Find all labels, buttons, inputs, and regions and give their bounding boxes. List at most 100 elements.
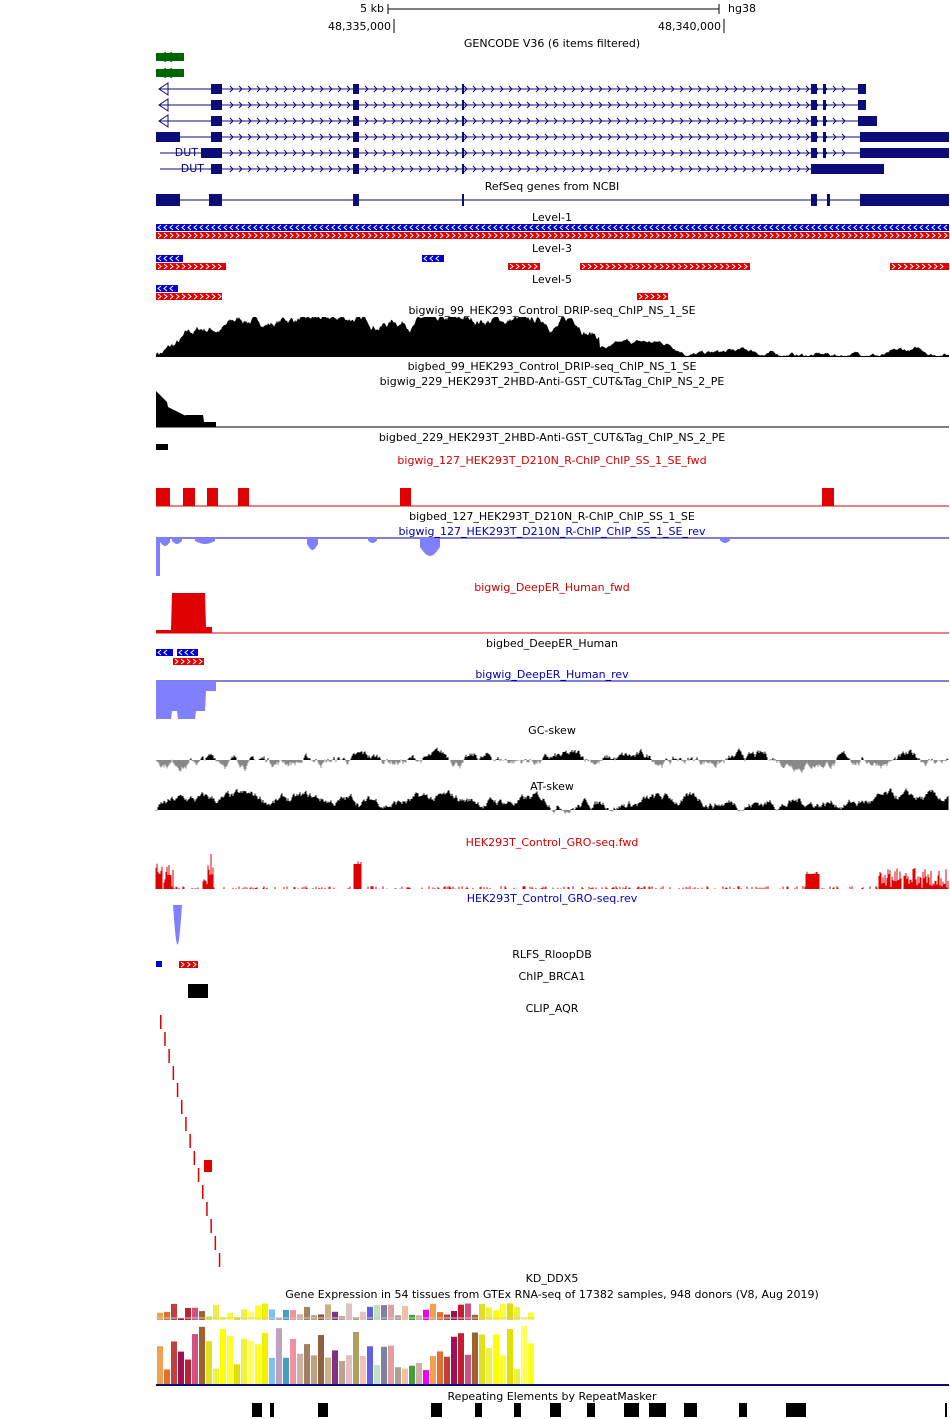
chevron bbox=[907, 224, 912, 231]
intron-arrow bbox=[328, 101, 333, 109]
intron-arrow bbox=[688, 101, 693, 109]
chevron bbox=[583, 224, 588, 231]
expression-bar bbox=[213, 1304, 219, 1320]
intron-arrow bbox=[391, 85, 396, 93]
expression-bar bbox=[395, 1367, 401, 1384]
intron-arrow bbox=[688, 165, 693, 173]
chevron bbox=[745, 224, 750, 231]
intron-arrow bbox=[760, 85, 765, 93]
intron-arrow bbox=[337, 101, 342, 109]
intron-arrow bbox=[472, 133, 477, 141]
chevron bbox=[211, 263, 216, 270]
chevron bbox=[937, 232, 942, 239]
intron-arrow bbox=[328, 165, 333, 173]
intron-arrow bbox=[580, 133, 585, 141]
chevron bbox=[737, 263, 742, 270]
intron-arrow bbox=[571, 165, 576, 173]
intron-arrow bbox=[643, 85, 648, 93]
expression-bar bbox=[507, 1328, 513, 1384]
intron-arrow bbox=[283, 149, 288, 157]
track-title: bigbed_DeepER_Human bbox=[486, 637, 618, 650]
exon bbox=[811, 100, 817, 110]
feature bbox=[422, 255, 444, 262]
chevron bbox=[709, 232, 714, 239]
chevron bbox=[631, 224, 636, 231]
chevron bbox=[373, 232, 378, 239]
chevron bbox=[547, 232, 552, 239]
intron-arrow bbox=[679, 133, 684, 141]
chevron bbox=[445, 224, 450, 231]
intron-arrow bbox=[580, 101, 585, 109]
intron-arrow bbox=[319, 133, 324, 141]
chevron bbox=[409, 224, 414, 231]
intron-arrow bbox=[229, 165, 234, 173]
intron-arrow bbox=[544, 149, 549, 157]
chevron bbox=[241, 224, 246, 231]
chevron bbox=[931, 224, 936, 231]
peak bbox=[156, 488, 170, 506]
intron-arrow bbox=[373, 149, 378, 157]
expression-bar bbox=[479, 1303, 485, 1320]
intron-arrow bbox=[652, 117, 657, 125]
intron-arrow bbox=[247, 133, 252, 141]
intron-arrow bbox=[427, 117, 432, 125]
intron-arrow bbox=[544, 117, 549, 125]
intron-arrow bbox=[247, 85, 252, 93]
chevron bbox=[457, 232, 462, 239]
chevron bbox=[769, 232, 774, 239]
chevron bbox=[481, 232, 486, 239]
chevron bbox=[385, 232, 390, 239]
intron-arrow bbox=[373, 117, 378, 125]
chevron bbox=[697, 224, 702, 231]
intron-arrow bbox=[526, 133, 531, 141]
exon bbox=[860, 148, 949, 158]
chevron bbox=[277, 232, 282, 239]
chevron bbox=[205, 224, 210, 231]
intron-arrow bbox=[643, 101, 648, 109]
expression-bar bbox=[430, 1356, 436, 1384]
intron-arrow bbox=[634, 133, 639, 141]
chevron bbox=[595, 232, 600, 239]
chevron bbox=[535, 232, 540, 239]
expression-bar bbox=[227, 1312, 233, 1320]
intron-arrow bbox=[283, 117, 288, 125]
intron-arrow bbox=[598, 133, 603, 141]
chevron bbox=[529, 224, 534, 231]
chevron bbox=[939, 263, 944, 270]
intron-arrow bbox=[553, 101, 558, 109]
expression-bar bbox=[234, 1364, 240, 1384]
clip-site bbox=[189, 1134, 191, 1148]
intron-arrow bbox=[652, 101, 657, 109]
feature bbox=[156, 293, 222, 300]
chevron bbox=[523, 232, 528, 239]
intron-arrow bbox=[724, 133, 729, 141]
intron-arrow bbox=[382, 133, 387, 141]
intron-arrow bbox=[481, 101, 486, 109]
intron-arrow bbox=[634, 149, 639, 157]
intron-arrow bbox=[769, 117, 774, 125]
expression-bar bbox=[500, 1355, 506, 1384]
intron-arrow bbox=[454, 117, 459, 125]
expression-bar bbox=[262, 1332, 268, 1384]
chevron bbox=[439, 232, 444, 239]
intron-arrow bbox=[778, 165, 783, 173]
intron-arrow bbox=[688, 117, 693, 125]
chevron bbox=[679, 224, 684, 231]
intron-arrow bbox=[769, 149, 774, 157]
expression-bar bbox=[507, 1303, 513, 1320]
intron-arrow bbox=[724, 117, 729, 125]
intron-arrow bbox=[553, 165, 558, 173]
chevron bbox=[229, 224, 234, 231]
intron-arrow bbox=[310, 117, 315, 125]
intron-arrow bbox=[562, 149, 567, 157]
expression-bar bbox=[178, 1317, 184, 1320]
intron-arrow bbox=[670, 101, 675, 109]
expression-bar bbox=[269, 1357, 275, 1384]
chevron bbox=[697, 232, 702, 239]
expression-bar bbox=[311, 1355, 317, 1384]
intron-arrow bbox=[652, 149, 657, 157]
intron-arrow bbox=[472, 149, 477, 157]
chevron bbox=[193, 232, 198, 239]
intron-arrow bbox=[571, 149, 576, 157]
intron-arrow bbox=[715, 165, 720, 173]
